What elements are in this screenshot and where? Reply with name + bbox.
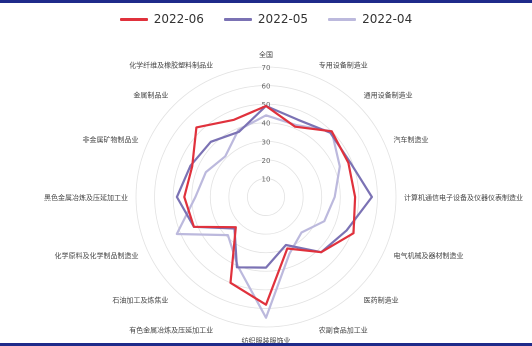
- series-line-2022-04: [175, 114, 341, 319]
- axis-label-0: 全国: [259, 50, 273, 59]
- axis-label-5: 电气机械及器材制造业: [394, 251, 464, 260]
- legend-swatch-2022-06: [119, 17, 148, 21]
- legend-label-2022-05: 2022-05: [257, 12, 309, 26]
- axis-label-15: 化学纤维及橡胶塑料制品业: [129, 61, 213, 70]
- legend-swatch-2022-04: [328, 17, 357, 21]
- grid-ring-60: [154, 85, 378, 309]
- axis-label-13: 非金属矿物制品业: [83, 135, 139, 144]
- axis-label-11: 化学原料及化学制品制造业: [55, 251, 139, 260]
- grid-ring-30: [209, 140, 323, 254]
- tick-label-60: 60: [262, 83, 271, 91]
- axis-label-9: 有色金属冶炼及压延加工业: [129, 326, 213, 335]
- grid-ring-20: [228, 159, 304, 235]
- tick-label-20: 20: [262, 157, 271, 165]
- axis-label-12: 黑色金属冶炼及压延加工业: [44, 193, 128, 202]
- radar-series-group: [175, 104, 373, 319]
- legend-item-2022-06: 2022-06: [119, 12, 204, 26]
- tick-label-40: 40: [262, 120, 271, 128]
- axis-label-7: 农副食品加工业: [319, 326, 368, 335]
- tick-label-30: 30: [262, 138, 271, 146]
- axis-label-1: 专用设备制造业: [319, 61, 368, 70]
- legend-swatch-2022-05: [223, 17, 252, 21]
- bottom-accent-bar: [0, 343, 532, 346]
- legend-label-2022-04: 2022-04: [362, 12, 413, 26]
- series-line-2022-05: [175, 104, 373, 269]
- legend-label-2022-06: 2022-06: [153, 12, 204, 26]
- axis-label-14: 金属制品业: [133, 90, 168, 99]
- legend-item-2022-05: 2022-05: [223, 12, 309, 26]
- axis-label-6: 医药制造业: [364, 296, 399, 305]
- grid-ring-40: [191, 122, 341, 272]
- legend-item-2022-04: 2022-04: [328, 12, 412, 26]
- grid-ring-70: [135, 66, 397, 328]
- chart-legend: 2022-06 2022-05 2022-04: [0, 8, 532, 30]
- tick-label-70: 70: [262, 64, 271, 72]
- radar-axis-labels: 全国专用设备制造业通用设备制造业汽车制造业计算机通信电子设备及仪器仪表制造业电气…: [44, 50, 523, 345]
- series-line-2022-06: [183, 104, 357, 306]
- tick-label-10: 10: [262, 175, 271, 183]
- grid-ring-50: [172, 103, 360, 291]
- top-accent-bar: [0, 0, 532, 3]
- axis-label-3: 汽车制造业: [394, 135, 429, 144]
- axis-label-4: 计算机通信电子设备及仪器仪表制造业: [404, 193, 523, 202]
- axis-label-10: 石油加工及炼焦业: [112, 296, 168, 305]
- axis-label-8: 纺织服装服饰业: [242, 336, 291, 345]
- axis-label-2: 通用设备制造业: [364, 90, 413, 99]
- grid-ring-10: [247, 178, 285, 216]
